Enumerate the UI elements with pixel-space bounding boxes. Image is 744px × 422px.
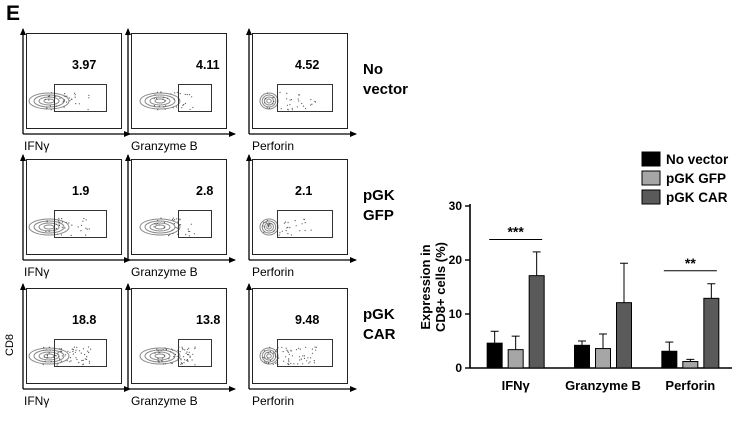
bar: [595, 348, 611, 369]
gate-percent: 9.48: [295, 313, 320, 327]
facs-x-axis-label: Perforin: [252, 139, 295, 153]
facs-plot: 13.8: [131, 288, 227, 384]
density-cloud: [139, 91, 194, 111]
facs-plot: 4.11: [131, 33, 227, 129]
bar: [616, 302, 632, 369]
facs-x-axis-label: Granzyme B: [131, 265, 198, 279]
bar: [528, 275, 545, 369]
row-label-line1: No: [363, 61, 383, 78]
chart-bars: *****: [486, 223, 720, 369]
bar: [682, 361, 699, 369]
gate-percent: 2.8: [196, 184, 214, 198]
bar-chart: Expression inCD8+ cells (%) 0 10 20 30 IFNγ G…: [418, 151, 732, 393]
gate-rectangle: [54, 210, 107, 238]
gate-rectangle: [277, 210, 333, 238]
density-cloud: [259, 218, 312, 236]
facs-x-axis-label: Granzyme B: [131, 394, 198, 408]
density-cloud: [139, 217, 195, 237]
row-label-pgk-gfp: pGK GFP: [363, 186, 395, 226]
gate-rectangle: [178, 84, 212, 112]
facs-x-axis-label: IFNγ: [24, 139, 50, 153]
facs-axis-arrows: [246, 28, 357, 137]
bar: [661, 350, 678, 369]
legend-label: pGK GFP: [666, 171, 726, 186]
gate-rectangle: [54, 339, 107, 367]
row-label-pgk-car: pGK CAR: [363, 305, 396, 345]
facs-plot: 4.52: [252, 33, 348, 129]
row-label-line2: CAR: [363, 326, 396, 343]
row-label-line2: vector: [363, 81, 409, 98]
x-category-label: Perforin: [665, 378, 715, 393]
legend-label: pGK CAR: [666, 190, 728, 205]
gate-rectangle: [54, 84, 107, 112]
density-cloud: [259, 346, 317, 366]
gate-percent: 1.9: [72, 184, 90, 198]
facs-plot: 2.1: [252, 159, 348, 255]
significance-stars: ***: [507, 223, 524, 239]
y-tick-label: 10: [449, 307, 463, 321]
facs-plot: 18.8: [26, 288, 122, 384]
x-category-label: IFNγ: [502, 378, 531, 393]
panel-letter: E: [6, 2, 21, 25]
gate-percent: 4.11: [196, 58, 220, 72]
legend-swatch: [641, 170, 661, 186]
significance-stars: **: [685, 255, 696, 271]
facs-x-axis-label: Granzyme B: [131, 139, 198, 153]
y-tick-label: 20: [449, 253, 463, 267]
facs-axis-arrows: [20, 28, 131, 137]
gate-percent: 2.1: [295, 184, 313, 198]
facs-x-axis-label: IFNγ: [24, 265, 50, 279]
facs-axis-arrows: [246, 283, 357, 392]
facs-axis-arrows: [125, 283, 236, 392]
density-cloud: [259, 91, 317, 111]
x-category-label: Granzyme B: [565, 378, 641, 393]
gate-rectangle: [277, 339, 333, 367]
bar: [574, 344, 590, 369]
row-label-line1: pGK: [363, 306, 395, 323]
bar: [507, 349, 524, 369]
density-cloud: [28, 217, 90, 236]
y-tick-label: 0: [455, 361, 462, 375]
legend-label: No vector: [666, 152, 729, 167]
facs-plot: 2.8: [131, 159, 227, 255]
facs-x-axis-label: Perforin: [252, 394, 295, 408]
bar: [486, 342, 503, 369]
y-tick-label: 30: [449, 199, 463, 213]
density-cloud: [28, 92, 90, 111]
bar: [703, 297, 720, 369]
facs-plot: 3.97: [26, 33, 122, 129]
gate-percent: 4.52: [295, 58, 320, 72]
facs-x-axis-label: IFNγ: [24, 394, 50, 408]
legend-swatch: [641, 151, 661, 167]
gate-rectangle: [178, 339, 212, 367]
facs-x-axis-label: Perforin: [252, 265, 295, 279]
row-label-no-vector: No vector: [363, 60, 408, 100]
gate-percent: 13.8: [196, 313, 221, 327]
gate-rectangle: [178, 210, 212, 238]
gate-rectangle: [277, 84, 333, 112]
gate-percent: 3.97: [72, 58, 97, 72]
row-label-line2: GFP: [363, 207, 394, 224]
y-axis-label: Expression inCD8+ cells (%): [418, 242, 448, 332]
row-label-line1: pGK: [363, 187, 395, 204]
gate-percent: 18.8: [72, 313, 97, 327]
legend-swatch: [641, 189, 661, 205]
facs-axis-arrows: [246, 154, 357, 263]
facs-plot: 1.9: [26, 159, 122, 255]
facs-plot: 9.48: [252, 288, 348, 384]
facs-axis-arrows: [125, 154, 236, 263]
chart-legend: No vector pGK GFP pGK CAR: [641, 151, 729, 205]
facs-axis-arrows: [125, 28, 236, 137]
cd8-axis-label: CD8: [4, 333, 16, 356]
